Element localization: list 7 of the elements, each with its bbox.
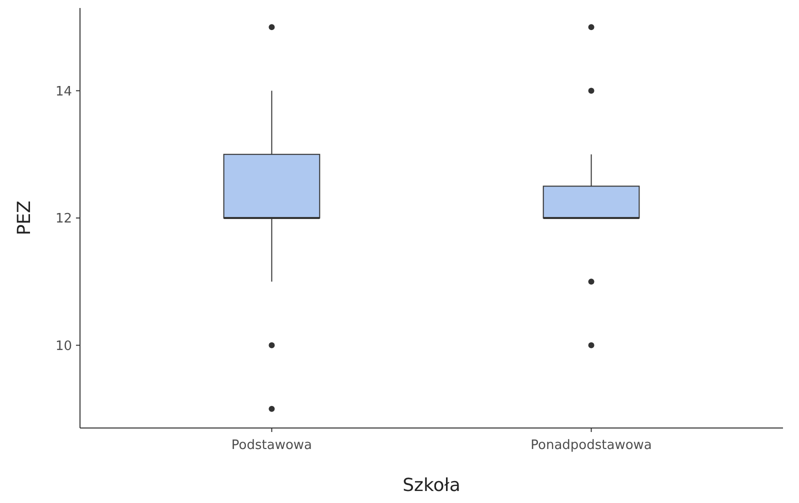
y-axis-title: PEZ — [14, 200, 35, 236]
y-tick-label: 14 — [55, 84, 72, 100]
y-tick-label: 10 — [55, 338, 72, 354]
x-axis-title: Szkoła — [402, 475, 460, 496]
x-tick-label: Podstawowa — [231, 438, 312, 453]
x-tick-label: Ponadpodstawowa — [530, 438, 652, 453]
y-tick-label: 12 — [55, 212, 72, 227]
